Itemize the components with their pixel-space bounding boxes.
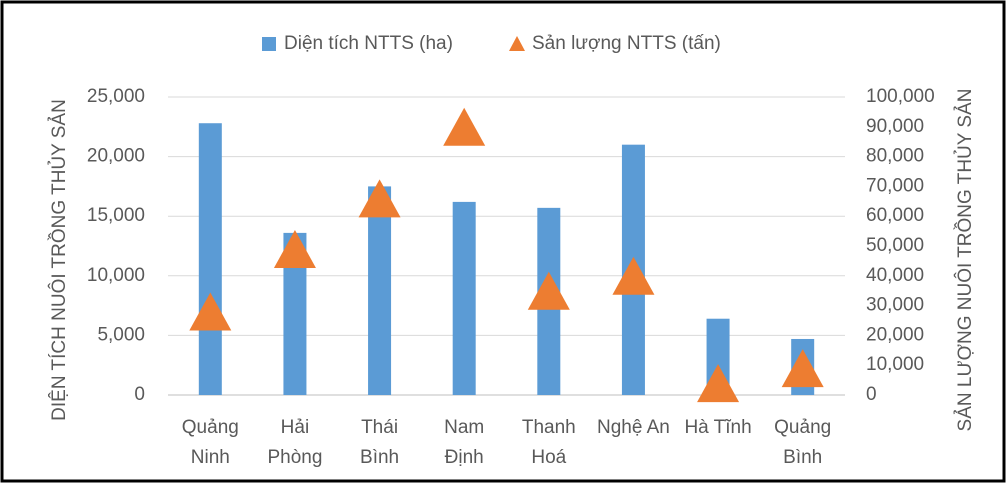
- x-tick-label: Thái: [361, 417, 398, 438]
- x-tick-label: Quảng: [182, 417, 239, 438]
- y2-tick-label: 80,000: [866, 146, 924, 167]
- y2-tick-label: 60,000: [866, 205, 924, 226]
- x-tick-label: Quảng: [774, 417, 831, 438]
- y2-tick-label: 70,000: [866, 175, 924, 196]
- x-tick-label: Ninh: [191, 447, 230, 468]
- y2-tick-label: 50,000: [866, 235, 924, 256]
- y-axis-title: DIỆN TÍCH NUÔI TRỒNG THỦY SẢN: [48, 99, 70, 421]
- y-tick-label: 5,000: [97, 324, 145, 345]
- y2-tick-label: 10,000: [866, 354, 924, 375]
- y-tick-label: 20,000: [87, 146, 145, 167]
- y2-axis-title: SẢN LƯỢNG NUÔI TRỒNG THỦY SẢN: [954, 89, 976, 432]
- bar: [368, 186, 392, 395]
- y2-tick-label: 100,000: [866, 86, 935, 107]
- x-tick-label: Bình: [360, 447, 399, 468]
- y2-tick-label: 0: [866, 384, 877, 405]
- y2-tick-label: 40,000: [866, 265, 924, 286]
- legend-label: Sản lượng NTTS (tấn): [532, 33, 721, 54]
- x-tick-label: Bình: [783, 447, 822, 468]
- x-tick-label: Phòng: [267, 447, 322, 468]
- triangle-marker: [273, 229, 316, 268]
- x-tick-label: Hoá: [531, 447, 566, 468]
- bar: [198, 123, 222, 395]
- legend-symbol: [262, 37, 276, 51]
- y2-tick-label: 30,000: [866, 295, 924, 316]
- x-tick-label: Hà Tĩnh: [684, 417, 751, 438]
- triangle-marker: [443, 107, 486, 146]
- x-tick-label: Định: [445, 447, 484, 468]
- legend-label: Diện tích NTTS (ha): [284, 33, 453, 54]
- y-tick-label: 15,000: [87, 205, 145, 226]
- legend-symbol: [509, 36, 525, 51]
- triangle-marker: [358, 179, 401, 218]
- triangle-marker: [781, 349, 824, 388]
- y-tick-label: 10,000: [87, 265, 145, 286]
- x-tick-label: Nghệ An: [597, 417, 670, 438]
- bar: [283, 232, 307, 395]
- y-tick-label: 0: [134, 384, 145, 405]
- triangle-marker: [527, 271, 570, 310]
- x-tick-label: Thanh: [522, 417, 576, 438]
- triangle-marker: [697, 364, 740, 403]
- y2-tick-label: 90,000: [866, 116, 924, 137]
- triangle-marker: [189, 292, 232, 331]
- bar: [452, 201, 476, 395]
- y-tick-label: 25,000: [87, 86, 145, 107]
- triangle-marker: [612, 256, 655, 295]
- x-tick-label: Hải: [281, 417, 310, 438]
- y2-tick-label: 20,000: [866, 324, 924, 345]
- x-tick-label: Nam: [444, 417, 484, 438]
